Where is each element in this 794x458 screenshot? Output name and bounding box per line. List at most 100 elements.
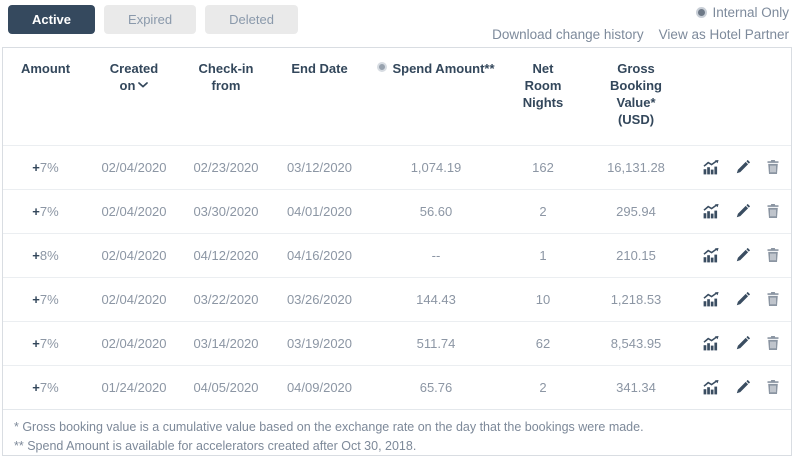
chart-button[interactable] (703, 159, 719, 175)
end-date-cell: 03/12/2020 (272, 144, 367, 189)
created-on-cell: 02/04/2020 (88, 188, 180, 233)
pencil-icon (736, 247, 751, 262)
header-links: Internal Only Download change history Vi… (492, 5, 789, 42)
created-on-cell: 02/04/2020 (88, 144, 180, 189)
internal-only-badge: Internal Only (696, 5, 789, 20)
checkin-from-cell: 03/30/2020 (180, 188, 272, 233)
delete-button[interactable] (767, 336, 779, 350)
col-header-net-room-nights: Net Room Nights (522, 61, 564, 110)
col-header-created-on[interactable]: Created on (109, 61, 159, 93)
spend-amount-cell: 1,074.19 (367, 144, 505, 189)
gross-booking-value-cell: 1,218.53 (581, 276, 691, 321)
net-room-nights-cell: 62 (505, 320, 581, 365)
net-room-nights-cell: 1 (505, 232, 581, 277)
chart-button[interactable] (703, 379, 719, 395)
delete-button[interactable] (767, 204, 779, 218)
amount-cell: +7% (3, 188, 88, 233)
trash-icon (767, 248, 779, 262)
net-room-nights-cell: 2 (505, 364, 581, 409)
footnote-gross-booking: * Gross booking value is a cumulative va… (14, 420, 644, 434)
row-actions-cell (691, 232, 791, 277)
pencil-icon (736, 380, 751, 394)
footnotes: * Gross booking value is a cumulative va… (3, 409, 791, 458)
delete-button[interactable] (767, 248, 779, 262)
spend-amount-cell: 511.74 (367, 320, 505, 365)
checkin-from-cell: 04/12/2020 (180, 232, 272, 277)
tab-expired[interactable]: Expired (104, 5, 197, 34)
edit-button[interactable] (736, 380, 751, 394)
footnote-spend-amount: ** Spend Amount is available for acceler… (14, 439, 417, 454)
end-date-cell: 03/26/2020 (272, 276, 367, 321)
download-change-history-link[interactable]: Download change history (492, 27, 644, 42)
end-date-cell: 04/09/2020 (272, 364, 367, 409)
created-on-cell: 02/04/2020 (88, 232, 180, 277)
delete-button[interactable] (767, 380, 779, 395)
pencil-icon (736, 159, 751, 174)
table-header-row: Amount Created on Check-in from End Date… (3, 48, 791, 145)
tab-active[interactable]: Active (8, 5, 96, 34)
checkin-from-cell: 03/22/2020 (180, 276, 272, 321)
col-header-checkin-from: Check-in from (198, 61, 254, 93)
chart-icon (703, 291, 719, 306)
checkin-from-cell: 02/23/2020 (180, 144, 272, 189)
created-on-cell: 02/04/2020 (88, 276, 180, 321)
accelerators-table-card: Amount Created on Check-in from End Date… (2, 47, 792, 456)
spend-amount-cell: 56.60 (367, 188, 505, 233)
delete-button[interactable] (767, 292, 779, 306)
col-header-gross-booking-value: Gross Booking Value* (USD) (610, 61, 662, 127)
table-row: +7% 02/04/2020 03/14/2020 03/19/2020 511… (3, 320, 791, 365)
amount-cell: +7% (3, 320, 88, 365)
chart-icon (703, 335, 719, 350)
chart-icon (703, 247, 719, 262)
gross-booking-value-cell: 210.15 (581, 232, 691, 277)
col-header-end-date: End Date (291, 61, 348, 76)
amount-cell: +7% (3, 144, 88, 189)
gross-booking-value-cell: 295.94 (581, 188, 691, 233)
chart-icon (703, 379, 719, 395)
edit-button[interactable] (736, 203, 751, 218)
chart-button[interactable] (703, 291, 719, 307)
chart-button[interactable] (703, 203, 719, 219)
chart-icon (703, 203, 719, 218)
row-actions-cell (691, 144, 791, 189)
trash-icon (767, 336, 779, 350)
tab-deleted[interactable]: Deleted (205, 5, 298, 34)
table-row: +8% 02/04/2020 04/12/2020 04/16/2020 -- … (3, 232, 791, 277)
view-as-hotel-partner-link[interactable]: View as Hotel Partner (658, 27, 789, 42)
end-date-cell: 04/16/2020 (272, 232, 367, 277)
pencil-icon (736, 203, 751, 218)
end-date-cell: 04/01/2020 (272, 188, 367, 233)
edit-button[interactable] (736, 291, 751, 306)
trash-icon (767, 204, 779, 218)
table-row: +7% 02/04/2020 03/30/2020 04/01/2020 56.… (3, 188, 791, 233)
col-header-spend-amount: Spend Amount** (367, 48, 505, 145)
col-header-amount: Amount (20, 61, 71, 76)
chart-button[interactable] (703, 335, 719, 351)
net-room-nights-cell: 2 (505, 188, 581, 233)
checkin-from-cell: 04/05/2020 (180, 364, 272, 409)
pencil-icon (736, 291, 751, 306)
gross-booking-value-cell: 8,543.95 (581, 320, 691, 365)
trash-icon (767, 292, 779, 306)
checkin-from-cell: 03/14/2020 (180, 320, 272, 365)
chart-button[interactable] (703, 247, 719, 263)
amount-cell: +7% (3, 276, 88, 321)
table-row: +7% 01/24/2020 04/05/2020 04/09/2020 65.… (3, 364, 791, 409)
edit-button[interactable] (736, 159, 751, 174)
edit-button[interactable] (736, 247, 751, 262)
accelerators-table: Amount Created on Check-in from End Date… (3, 48, 791, 409)
amount-cell: +7% (3, 364, 88, 409)
table-body: +7% 02/04/2020 02/23/2020 03/12/2020 1,0… (3, 144, 791, 409)
delete-button[interactable] (767, 160, 779, 174)
created-on-cell: 01/24/2020 (88, 364, 180, 409)
spend-amount-cell: 65.76 (367, 364, 505, 409)
trash-icon (767, 380, 779, 395)
chart-icon (703, 159, 719, 174)
spend-amount-cell: 144.43 (367, 276, 505, 321)
created-on-cell: 02/04/2020 (88, 320, 180, 365)
edit-button[interactable] (736, 335, 751, 350)
row-actions-cell (691, 320, 791, 365)
internal-only-label: Internal Only (712, 5, 789, 20)
gross-booking-value-cell: 16,131.28 (581, 144, 691, 189)
